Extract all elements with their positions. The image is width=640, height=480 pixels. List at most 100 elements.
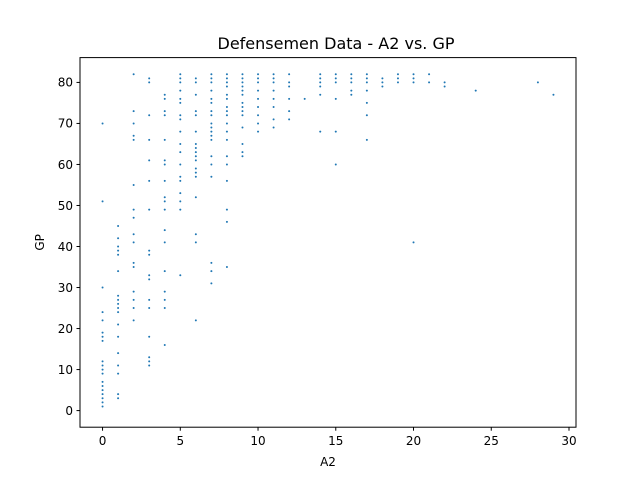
data-point [288, 118, 291, 121]
data-point [210, 110, 213, 113]
data-point [194, 159, 197, 162]
data-point [194, 175, 197, 178]
data-point [210, 126, 213, 129]
data-point [179, 192, 182, 195]
data-point [101, 393, 104, 396]
data-point [272, 73, 275, 76]
data-point [194, 233, 197, 236]
data-point [334, 77, 337, 80]
data-point [288, 97, 291, 100]
data-point [210, 138, 213, 141]
data-point [365, 138, 368, 141]
data-point [365, 81, 368, 84]
data-point [241, 110, 244, 113]
data-point [163, 138, 166, 141]
data-point [132, 319, 135, 322]
data-point [194, 171, 197, 174]
x-tick-label: 0 [99, 434, 107, 448]
data-point [101, 319, 104, 322]
data-point [257, 97, 260, 100]
data-point [210, 261, 213, 264]
data-point [163, 290, 166, 293]
data-point [225, 73, 228, 76]
data-point [210, 175, 213, 178]
data-point [241, 93, 244, 96]
data-point [334, 97, 337, 100]
data-point [241, 142, 244, 145]
data-point [272, 118, 275, 121]
data-point [272, 126, 275, 129]
y-axis-ticks: 0 10 20 30 40 50 60 70 80 [58, 76, 80, 418]
x-axis-label: A2 [320, 455, 336, 469]
data-point [225, 266, 228, 269]
data-point [319, 130, 322, 133]
data-point [117, 253, 120, 256]
points-layer [101, 73, 555, 408]
data-point [241, 73, 244, 76]
data-point [381, 77, 384, 80]
data-point [179, 130, 182, 133]
x-tick-label: 5 [176, 434, 184, 448]
data-point [257, 130, 260, 133]
data-point [272, 97, 275, 100]
data-point [225, 114, 228, 117]
data-point [117, 323, 120, 326]
data-point [179, 118, 182, 121]
data-point [117, 294, 120, 297]
data-point [148, 159, 151, 162]
data-point [179, 200, 182, 203]
data-point [241, 106, 244, 109]
data-point [443, 85, 446, 88]
data-point [132, 233, 135, 236]
data-point [101, 368, 104, 371]
data-point [148, 307, 151, 310]
data-point [334, 81, 337, 84]
data-point [179, 179, 182, 182]
data-point [148, 179, 151, 182]
data-point [101, 384, 104, 387]
x-tick-label: 15 [328, 434, 343, 448]
data-point [101, 122, 104, 125]
data-point [117, 270, 120, 273]
data-point [101, 200, 104, 203]
data-point [210, 81, 213, 84]
data-point [288, 73, 291, 76]
data-point [163, 179, 166, 182]
data-point [101, 397, 104, 400]
data-point [225, 85, 228, 88]
data-point [396, 81, 399, 84]
data-point [179, 89, 182, 92]
data-point [101, 364, 104, 367]
y-tick-label: 10 [58, 363, 73, 377]
data-point [272, 77, 275, 80]
data-point [117, 364, 120, 367]
data-point [132, 307, 135, 310]
data-point [194, 81, 197, 84]
data-point [319, 93, 322, 96]
data-point [210, 282, 213, 285]
data-point [194, 319, 197, 322]
data-point [132, 122, 135, 125]
data-point [148, 114, 151, 117]
data-point [210, 73, 213, 76]
data-point [163, 270, 166, 273]
data-point [117, 335, 120, 338]
data-point [443, 81, 446, 84]
data-point [163, 110, 166, 113]
data-point [194, 93, 197, 96]
data-point [241, 89, 244, 92]
data-point [194, 151, 197, 154]
data-point [272, 106, 275, 109]
data-point [179, 77, 182, 80]
data-point [163, 208, 166, 211]
data-point [163, 307, 166, 310]
data-point [194, 241, 197, 244]
data-point [334, 73, 337, 76]
data-point [303, 97, 306, 100]
data-point [381, 81, 384, 84]
data-point [241, 114, 244, 117]
data-point [225, 77, 228, 80]
data-point [319, 85, 322, 88]
data-point [412, 73, 415, 76]
data-point [225, 155, 228, 158]
